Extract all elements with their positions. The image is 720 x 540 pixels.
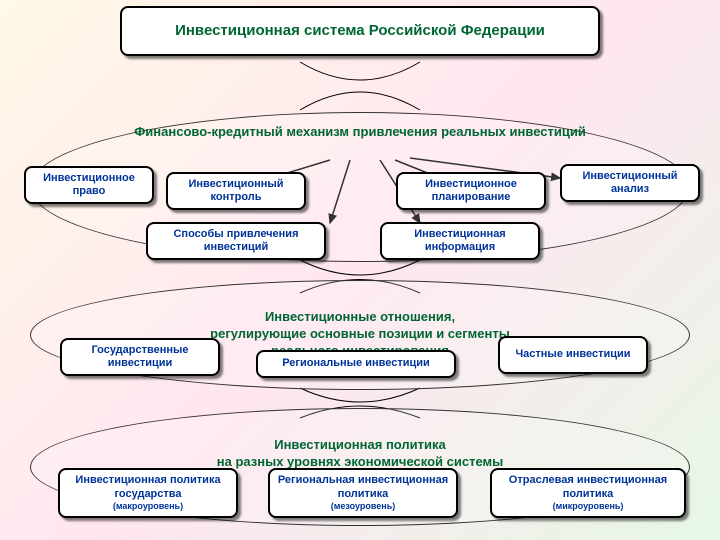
box-analysis: Инвестиционный анализ	[560, 164, 700, 202]
section1-heading: Финансово-кредитный механизм привлечения…	[0, 124, 720, 141]
box-macro: Инвестиционная политика государства (мак…	[58, 468, 238, 518]
box-planning: Инвестиционное планирование	[396, 172, 546, 210]
box-info: Инвестиционная информация	[380, 222, 540, 260]
section3-heading: Инвестиционная политика на разных уровня…	[0, 420, 720, 471]
box-law: Инвестиционное право	[24, 166, 154, 204]
box-control: Инвестиционный контроль	[166, 172, 306, 210]
box-state-inv: Государственные инвестиции	[60, 338, 220, 376]
main-title: Инвестиционная система Российской Федера…	[175, 22, 545, 41]
main-title-box: Инвестиционная система Российской Федера…	[120, 6, 600, 56]
box-private-inv: Частные инвестиции	[498, 336, 648, 374]
box-meso: Региональная инвестиционная политика (ме…	[268, 468, 458, 518]
box-micro: Отраслевая инвестиционная политика (микр…	[490, 468, 686, 518]
box-methods: Способы привлечения инвестиций	[146, 222, 326, 260]
box-regional-inv: Региональные инвестиции	[256, 350, 456, 378]
